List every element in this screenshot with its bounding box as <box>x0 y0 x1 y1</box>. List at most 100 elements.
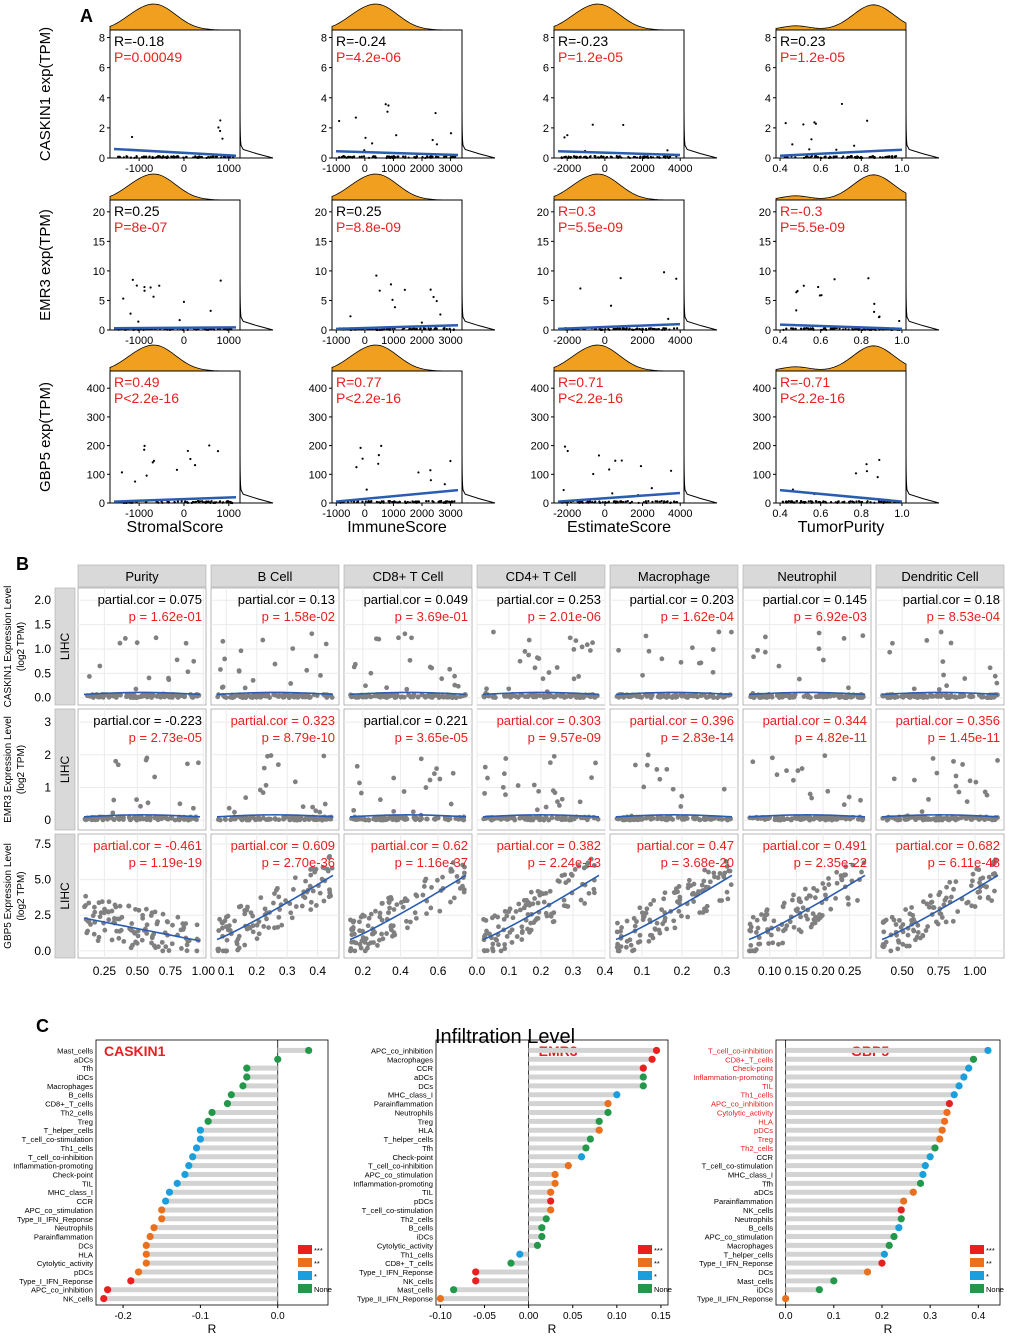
category-label: Neutrophils <box>395 1108 434 1117</box>
data-point <box>283 898 288 904</box>
data-point <box>112 902 118 908</box>
data-point <box>149 940 154 946</box>
fit-line <box>779 488 903 503</box>
partial-cor-label: partial.cor = 0.344 <box>763 713 867 728</box>
data-point <box>439 313 442 316</box>
data-point <box>563 880 569 886</box>
data-point <box>873 302 876 305</box>
data-point <box>490 941 496 947</box>
smooth-fit <box>349 691 467 696</box>
data-point <box>814 122 817 125</box>
data-point <box>534 655 540 661</box>
data-point <box>206 328 210 332</box>
data-point <box>490 948 496 954</box>
data-point <box>415 155 418 158</box>
data-point <box>813 914 819 920</box>
partial-cor-label: partial.cor = 0.396 <box>630 713 734 728</box>
data-point <box>711 870 717 876</box>
data-point <box>361 694 367 700</box>
data-point <box>651 898 657 903</box>
data-point <box>245 904 250 910</box>
category-label: TIL <box>422 1188 433 1197</box>
data-point <box>963 816 969 822</box>
data-point <box>96 900 102 906</box>
data-point <box>276 914 282 920</box>
data-point <box>815 155 818 158</box>
lollipop-dot <box>931 1144 939 1152</box>
data-point <box>327 853 333 859</box>
data-point <box>645 501 648 505</box>
data-point <box>908 815 913 821</box>
data-point <box>936 687 942 692</box>
data-point <box>825 501 828 504</box>
data-point <box>116 935 122 941</box>
data-point <box>167 156 170 159</box>
data-point <box>551 753 557 759</box>
p-value-label: p = 3.65e-05 <box>395 730 468 745</box>
data-point <box>964 900 970 906</box>
y-tick-label: 300 <box>87 412 105 424</box>
lollipop-dot <box>196 1135 204 1143</box>
data-point <box>361 500 364 503</box>
data-point <box>139 937 145 943</box>
data-point <box>586 156 589 159</box>
data-point <box>666 500 669 503</box>
data-point <box>444 500 447 503</box>
r-label: R=-0.23 <box>558 33 608 49</box>
data-point <box>973 779 979 785</box>
data-point <box>137 816 143 822</box>
category-label: MHC_class_I <box>48 1188 93 1197</box>
data-point <box>872 156 875 159</box>
p-value-label: p = 3.69e-01 <box>395 609 468 624</box>
data-point <box>113 758 119 764</box>
data-point <box>665 693 671 699</box>
category-label: pDCs <box>74 1268 93 1277</box>
r-label: R=-0.18 <box>114 33 164 49</box>
fit-line <box>557 491 681 503</box>
data-point <box>667 814 673 820</box>
data-point <box>756 941 762 947</box>
x-tick-label: 0.4 <box>772 508 787 520</box>
lollipop-dot <box>185 1162 193 1170</box>
y-tick-label: 20 <box>93 207 105 219</box>
smooth-fit <box>482 814 600 818</box>
data-point <box>551 694 557 700</box>
lollipop-dot <box>965 1064 973 1072</box>
data-point <box>701 878 707 884</box>
x-tick-label: 0 <box>602 163 608 175</box>
data-point <box>230 328 233 331</box>
x-tick-label: 2000 <box>410 335 434 347</box>
data-point <box>190 695 196 700</box>
data-point <box>501 771 507 777</box>
data-point <box>604 328 607 331</box>
data-point <box>661 693 667 699</box>
lollipop-dot <box>547 1188 555 1196</box>
p-label: P=0.00049 <box>114 49 182 65</box>
data-point <box>968 883 974 889</box>
data-point <box>994 680 1000 686</box>
data-point <box>848 694 854 700</box>
data-point <box>234 693 240 698</box>
data-point <box>124 692 130 698</box>
data-point <box>911 917 916 922</box>
data-point <box>181 925 187 930</box>
data-point <box>571 646 577 652</box>
data-point <box>243 695 249 701</box>
data-point <box>598 500 601 503</box>
data-point <box>534 693 540 698</box>
data-point <box>517 815 523 821</box>
data-point <box>154 921 160 927</box>
data-point <box>852 501 855 504</box>
data-point <box>628 694 633 699</box>
data-point <box>145 800 151 806</box>
data-point <box>354 116 357 119</box>
data-point <box>363 149 366 152</box>
lollipop-dot <box>900 1197 908 1205</box>
p-value-label: p = 2.01e-06 <box>528 609 601 624</box>
data-point <box>364 500 367 503</box>
lollipop-dot <box>142 1241 150 1249</box>
data-point <box>780 940 786 946</box>
data-point <box>865 463 868 466</box>
lollipop-dot <box>472 1268 480 1276</box>
